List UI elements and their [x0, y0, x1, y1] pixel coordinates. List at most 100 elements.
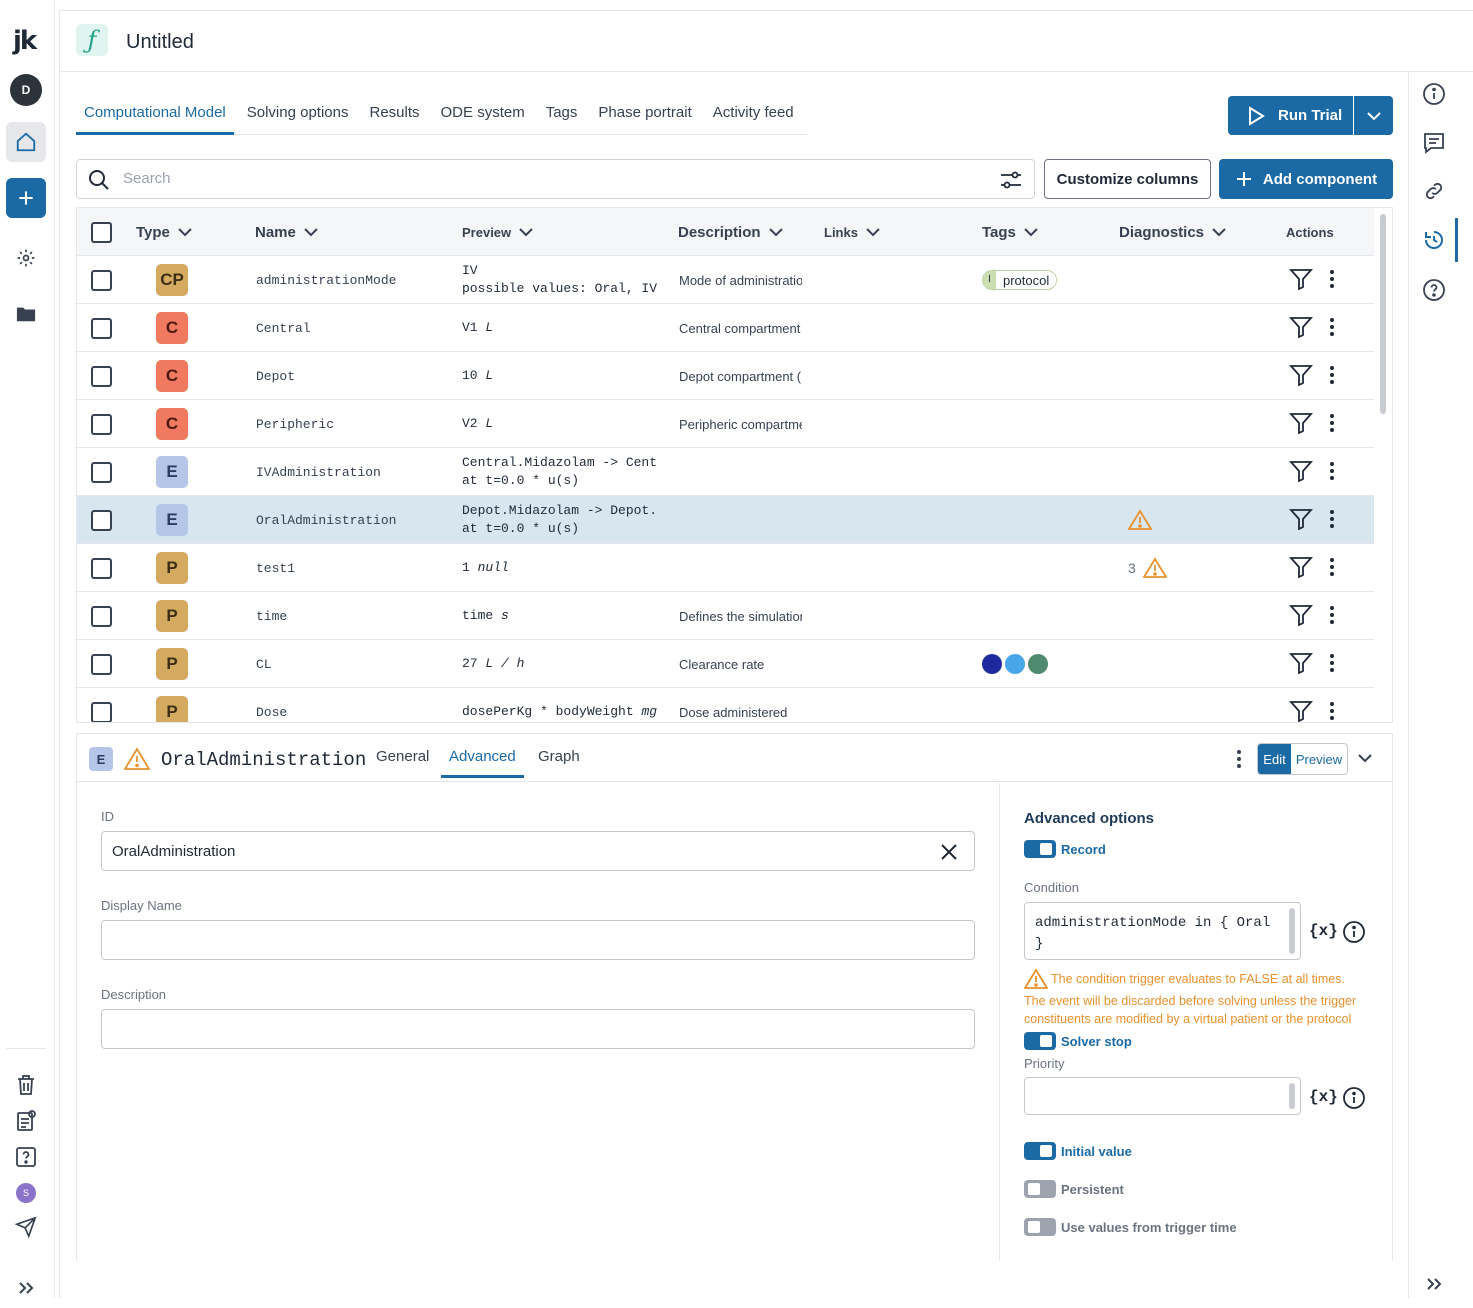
- history-button[interactable]: [1419, 225, 1449, 255]
- more-vertical-icon[interactable]: [1327, 460, 1337, 482]
- chevron-down-icon[interactable]: [1357, 753, 1373, 763]
- help-panel-button[interactable]: [1419, 275, 1449, 305]
- warning-icon[interactable]: [1128, 509, 1152, 531]
- use-trigger-values-toggle[interactable]: [1024, 1218, 1056, 1236]
- row-checkbox[interactable]: [91, 366, 112, 387]
- table-row[interactable]: P CL 27 L / h Clearance rate: [77, 640, 1374, 688]
- column-links[interactable]: Links: [824, 225, 880, 240]
- tab-phase-portrait[interactable]: Phase portrait: [598, 104, 692, 121]
- detail-tab-general[interactable]: General: [376, 748, 430, 765]
- info-icon[interactable]: [1342, 920, 1366, 944]
- table-row[interactable]: P time time s Defines the simulation: [77, 592, 1374, 640]
- expand-rail-button[interactable]: [6, 1268, 46, 1308]
- warning-icon[interactable]: [1143, 557, 1167, 579]
- folder-button[interactable]: [6, 294, 46, 334]
- filter-icon[interactable]: [1289, 268, 1313, 290]
- help-button[interactable]: [6, 1137, 46, 1177]
- run-trial-dropdown[interactable]: [1354, 96, 1393, 135]
- condition-variable-button[interactable]: {x}: [1309, 922, 1338, 940]
- filter-icon[interactable]: [1289, 364, 1313, 386]
- row-checkbox[interactable]: [91, 654, 112, 675]
- select-all-checkbox[interactable]: [91, 222, 112, 243]
- record-toggle[interactable]: [1024, 840, 1056, 858]
- table-row[interactable]: CP administrationMode IV possible values:…: [77, 256, 1374, 304]
- more-vertical-icon[interactable]: [1327, 412, 1337, 434]
- settings-button[interactable]: [6, 238, 46, 278]
- column-type[interactable]: Type: [136, 224, 192, 241]
- filter-icon[interactable]: [1289, 316, 1313, 338]
- tag-pill[interactable]: I protocol: [982, 270, 1058, 290]
- secondary-avatar[interactable]: S: [16, 1183, 36, 1203]
- notes-button[interactable]: [6, 1101, 46, 1141]
- filter-icon[interactable]: [1289, 604, 1313, 626]
- table-row[interactable]: C Peripheric V2 L Peripheric compartment: [77, 400, 1374, 448]
- table-row[interactable]: C Central V1 L Central compartment: [77, 304, 1374, 352]
- tag-dot[interactable]: [1005, 654, 1025, 674]
- table-row[interactable]: C Depot 10 L Depot compartment (: [77, 352, 1374, 400]
- more-vertical-icon[interactable]: [1327, 652, 1337, 674]
- more-vertical-icon[interactable]: [1327, 508, 1337, 530]
- table-scrollbar[interactable]: [1380, 214, 1386, 414]
- priority-scrollbar[interactable]: [1289, 1083, 1295, 1109]
- column-preview[interactable]: Preview: [462, 225, 533, 240]
- row-checkbox[interactable]: [91, 702, 112, 722]
- more-vertical-icon[interactable]: [1327, 268, 1337, 290]
- new-button[interactable]: [6, 178, 46, 218]
- column-tags[interactable]: Tags: [982, 224, 1038, 241]
- table-row[interactable]: P test1 1 null 3: [77, 544, 1374, 592]
- user-avatar[interactable]: D: [10, 74, 42, 106]
- more-vertical-icon[interactable]: [1327, 556, 1337, 578]
- info-panel-button[interactable]: [1419, 79, 1449, 109]
- table-row-selected[interactable]: E OralAdministration Depot.Midazolam -> …: [77, 496, 1374, 544]
- description-field[interactable]: [101, 1009, 975, 1049]
- edit-mode-button[interactable]: Edit: [1258, 744, 1291, 774]
- trash-button[interactable]: [6, 1065, 46, 1105]
- row-checkbox[interactable]: [91, 414, 112, 435]
- tab-results[interactable]: Results: [369, 104, 420, 121]
- warning-icon[interactable]: [124, 747, 150, 771]
- home-button[interactable]: [6, 122, 46, 162]
- column-diagnostics[interactable]: Diagnostics: [1119, 224, 1226, 241]
- more-vertical-icon[interactable]: [1327, 604, 1337, 626]
- row-checkbox[interactable]: [91, 318, 112, 339]
- tab-solving-options[interactable]: Solving options: [246, 104, 349, 121]
- info-icon[interactable]: [1342, 1086, 1366, 1110]
- table-row[interactable]: E IVAdministration Central.Midazolam -> …: [77, 448, 1374, 496]
- filter-settings-icon[interactable]: [1000, 170, 1022, 190]
- customize-columns-button[interactable]: Customize columns: [1044, 159, 1211, 199]
- more-vertical-icon[interactable]: [1327, 364, 1337, 386]
- comments-button[interactable]: [1419, 128, 1449, 158]
- row-checkbox[interactable]: [91, 558, 112, 579]
- initial-value-toggle[interactable]: [1024, 1142, 1056, 1160]
- more-vertical-icon[interactable]: [1327, 700, 1337, 722]
- detail-tab-advanced[interactable]: Advanced: [441, 734, 524, 778]
- row-checkbox[interactable]: [91, 510, 112, 531]
- row-checkbox[interactable]: [91, 462, 112, 483]
- search-input[interactable]: [123, 170, 923, 187]
- persistent-toggle[interactable]: [1024, 1180, 1056, 1198]
- priority-field[interactable]: [1024, 1077, 1301, 1115]
- more-vertical-icon[interactable]: [1234, 748, 1244, 770]
- more-vertical-icon[interactable]: [1327, 316, 1337, 338]
- solver-stop-toggle[interactable]: [1024, 1032, 1056, 1050]
- id-field[interactable]: OralAdministration: [101, 831, 975, 871]
- add-component-button[interactable]: Add component: [1219, 159, 1393, 199]
- row-checkbox[interactable]: [91, 606, 112, 627]
- send-button[interactable]: [6, 1207, 46, 1247]
- condition-editor[interactable]: administrationMode in { Oral }: [1024, 902, 1301, 960]
- tag-dot[interactable]: [1028, 654, 1048, 674]
- run-trial-button[interactable]: Run Trial: [1228, 96, 1353, 135]
- condition-scrollbar[interactable]: [1289, 908, 1295, 954]
- priority-variable-button[interactable]: {x}: [1309, 1088, 1338, 1106]
- column-name[interactable]: Name: [255, 224, 318, 241]
- row-checkbox[interactable]: [91, 270, 112, 291]
- expand-right-rail-button[interactable]: [1419, 1269, 1449, 1299]
- table-row[interactable]: P Dose dosePerKg * bodyWeight mg Dose ad…: [77, 688, 1374, 722]
- filter-icon[interactable]: [1289, 700, 1313, 722]
- filter-icon[interactable]: [1289, 460, 1313, 482]
- tag-dot[interactable]: [982, 654, 1002, 674]
- column-description[interactable]: Description: [678, 224, 783, 241]
- display-name-field[interactable]: [101, 920, 975, 960]
- filter-icon[interactable]: [1289, 652, 1313, 674]
- filter-icon[interactable]: [1289, 556, 1313, 578]
